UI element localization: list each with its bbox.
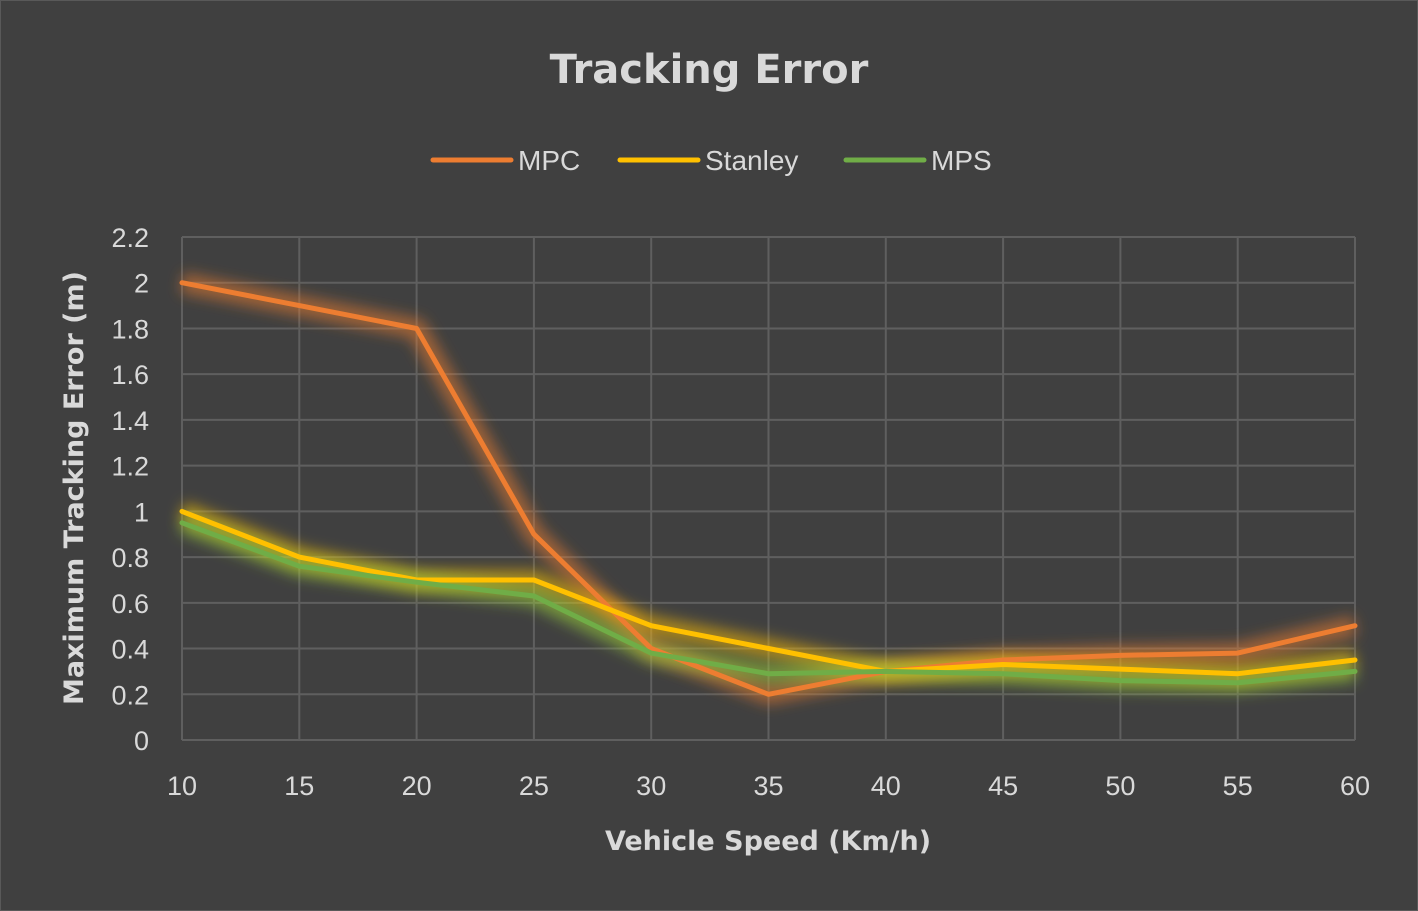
y-tick-label: 2.2 (111, 223, 149, 253)
y-axis-label: Maximum Tracking Error (m) (59, 271, 90, 705)
x-tick-label: 45 (988, 771, 1018, 801)
legend-label-mps: MPS (931, 145, 992, 176)
x-tick-label: 60 (1340, 771, 1370, 801)
series-lines (179, 280, 1358, 697)
x-tick-label: 25 (519, 771, 549, 801)
x-axis-label: Vehicle Speed (Km/h) (605, 826, 931, 857)
x-tick-label: 35 (753, 771, 783, 801)
x-axis-ticks: 10 15 20 25 30 35 40 45 50 55 60 (167, 771, 1370, 801)
legend-label-mpc: MPC (518, 145, 580, 176)
x-tick-label: 50 (1105, 771, 1135, 801)
y-tick-label: 1.2 (111, 452, 149, 482)
x-tick-label: 55 (1223, 771, 1253, 801)
y-tick-label: 0 (134, 726, 149, 756)
legend-label-stanley: Stanley (705, 145, 798, 176)
x-tick-label: 40 (871, 771, 901, 801)
x-tick-label: 20 (402, 771, 432, 801)
series-line-mps (179, 520, 1358, 686)
x-tick-label: 15 (284, 771, 314, 801)
y-tick-label: 1.6 (111, 360, 149, 390)
y-axis-ticks: 0 0.2 0.4 0.6 0.8 1 1.2 1.4 1.6 1.8 2 2.2 (111, 223, 149, 756)
series-line-mpc (179, 280, 1358, 697)
y-tick-label: 1 (134, 497, 149, 527)
x-tick-label: 10 (167, 771, 197, 801)
y-tick-label: 1.8 (111, 314, 149, 344)
y-tick-label: 0.8 (111, 543, 149, 573)
legend: MPC Stanley MPS (430, 145, 992, 176)
y-tick-label: 0.4 (111, 635, 149, 665)
y-tick-label: 0.2 (111, 680, 149, 710)
x-tick-label: 30 (636, 771, 666, 801)
y-tick-label: 1.4 (111, 406, 149, 436)
series-line-stanley (179, 508, 1358, 677)
y-tick-label: 0.6 (111, 589, 149, 619)
chart-title: Tracking Error (550, 47, 869, 93)
y-tick-label: 2 (134, 269, 149, 299)
